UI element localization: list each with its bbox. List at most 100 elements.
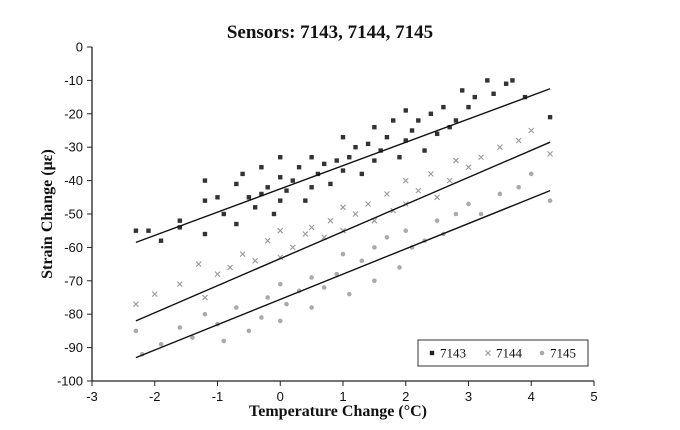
legend-marker-7144 [485,350,491,356]
point-7145 [497,191,503,197]
point-7145 [346,291,352,297]
point-7143 [246,195,252,200]
trendline-7145 [135,189,551,359]
point-7144 [195,261,202,267]
point-7143 [372,158,377,163]
point-7145 [234,305,239,310]
point-7145 [372,278,377,284]
point-7143 [403,138,408,143]
x-tick-label: 4 [528,389,535,404]
point-7143 [391,118,396,123]
x-tick-label: -3 [86,389,98,404]
point-7143 [315,171,321,177]
point-7143 [252,205,258,210]
point-7143 [309,185,314,190]
point-7143 [202,231,208,237]
point-7143 [284,188,289,193]
point-7143 [403,108,408,113]
point-7143 [234,181,239,187]
point-7145 [277,318,283,324]
point-7145 [528,171,534,177]
point-7143 [133,228,139,233]
legend-box [417,339,589,367]
point-7143 [290,178,295,183]
series-7145 [133,171,553,357]
point-7144 [264,237,271,244]
y-tick-label: -50 [64,207,83,222]
point-7143 [259,191,264,197]
x-tick-label: 1 [339,389,346,404]
x-tick-label: 3 [465,389,472,404]
point-7143 [365,141,371,147]
point-7143 [321,161,327,167]
point-7145 [397,265,402,270]
tick-labels: -3 -2 -1 0 1 2 3 4 50-10-20-30-40-50-60-70-80-90… [57,40,598,405]
y-tick-label: -100 [57,374,83,389]
chart-title: Sensors: 7143, 7144, 7145 [227,22,433,43]
series-7143 [133,78,553,243]
point-7143 [447,124,452,130]
point-7145 [321,285,327,290]
point-7145 [372,245,377,250]
y-axis-label: Strain Change (με) [39,149,56,279]
point-7143 [397,155,402,160]
x-tick-label: -1 [212,389,224,404]
point-7145 [478,211,484,217]
point-7145 [434,218,440,223]
point-7143 [278,175,283,180]
x-tick-label: 2 [402,389,409,404]
point-7143 [347,155,352,160]
point-7143 [278,198,283,203]
point-7143 [491,91,496,96]
point-7143 [177,218,183,223]
point-7143 [547,114,553,120]
point-7143 [359,171,365,177]
point-7143 [434,131,440,137]
legend-marker-7143 [429,350,435,356]
point-7143 [340,134,346,140]
point-7143 [334,158,339,163]
point-7145 [133,328,139,334]
y-tick-label: -20 [64,106,83,121]
series-7144 [133,127,553,308]
point-7144 [496,144,503,151]
point-7143 [240,171,245,177]
point-7143 [378,148,383,153]
y-tick-label: -40 [64,173,83,188]
point-7143 [353,145,358,150]
point-7145 [403,228,409,233]
point-7143 [510,78,515,83]
point-7143 [221,211,226,217]
point-7145 [246,328,252,334]
point-7143 [271,211,277,217]
point-7145 [547,198,553,203]
point-7143 [202,178,208,183]
point-7145 [466,201,471,207]
point-7143 [265,185,270,190]
point-7143 [441,104,446,110]
x-axis-label: Temperature Change (°C) [249,403,427,420]
point-7144 [352,211,359,217]
point-7144 [478,154,484,161]
point-7143 [278,155,283,160]
point-7143 [460,88,465,93]
point-7145 [334,271,340,277]
trendline-7143 [135,88,551,244]
trendline-7144 [135,141,551,322]
legend-label-7143: 7143 [440,346,466,361]
point-7145 [190,335,195,340]
y-tick-label: -70 [64,273,83,288]
point-7143 [503,81,509,86]
data-marks [133,78,553,357]
point-7145 [265,295,271,300]
point-7144 [384,191,390,197]
point-7145 [277,281,283,287]
axes [87,46,595,386]
x-tick-label: 0 [277,389,284,404]
point-7143 [340,168,346,173]
point-7144 [515,137,522,144]
point-7145 [177,325,183,330]
point-7143 [485,78,490,83]
y-tick-label: -80 [64,307,83,322]
y-tick-label: -30 [64,140,83,155]
